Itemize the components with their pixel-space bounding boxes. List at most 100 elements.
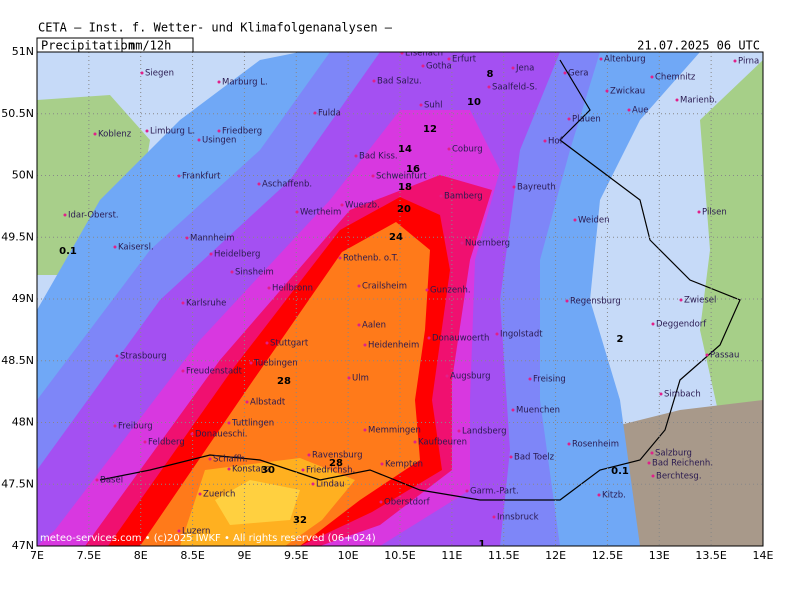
city-dot <box>198 492 202 496</box>
city-dot <box>605 89 609 93</box>
city-dot <box>511 66 515 70</box>
city-label: Rosenheim <box>572 440 619 450</box>
lon-label: 8.5E <box>180 549 204 562</box>
city-label: Kempten <box>385 460 423 470</box>
city-label: Coburg <box>452 145 483 155</box>
city-dot <box>567 442 571 446</box>
city-label: Fulda <box>318 109 341 119</box>
city-label: Pilsen <box>702 208 727 218</box>
city-dot <box>354 154 358 158</box>
city-label: Zuerich <box>203 490 235 500</box>
city-dot <box>93 132 97 136</box>
lon-label: 11E <box>441 549 462 562</box>
city-label: Ingolstadt <box>500 330 543 340</box>
city-label: Sinsheim <box>235 268 274 278</box>
city-dot <box>733 59 737 63</box>
city-dot <box>113 424 117 428</box>
city-dot <box>511 408 515 412</box>
city-dot <box>301 468 305 472</box>
city-dot <box>177 174 181 178</box>
city-dot <box>113 245 117 249</box>
city-label: Eisenach <box>405 49 443 59</box>
city-label: Crailsheim <box>362 282 407 292</box>
city-dot <box>197 138 201 142</box>
city-label: Pirna <box>738 57 759 67</box>
valid-time: 21.07.2025 06 UTC <box>637 39 760 53</box>
contour-label: 28 <box>329 458 343 469</box>
city-dot <box>140 71 144 75</box>
city-label: Innsbruck <box>497 513 539 523</box>
lon-label: 10.5E <box>384 549 415 562</box>
city-dot <box>679 298 683 302</box>
contour-label: 32 <box>293 515 307 526</box>
footer: meteo-services.com • (c)2025 IWKF • All … <box>40 533 376 544</box>
city-label: Luzern <box>182 527 210 537</box>
map-frame <box>36 51 764 547</box>
product: Precipitation <box>41 39 135 53</box>
city-dot <box>245 400 249 404</box>
city-dot <box>400 52 404 55</box>
contour-label: 20 <box>397 204 411 215</box>
city-dot <box>495 332 499 336</box>
city-dot <box>675 98 679 102</box>
city-dot <box>563 71 567 75</box>
city-label: Friedberg <box>222 127 262 137</box>
city-label: Marienb. <box>680 96 717 106</box>
city-dot <box>313 111 317 115</box>
city-label: Ravensburg <box>312 451 363 461</box>
city-dot <box>647 461 651 465</box>
city-label: Garm.-Part. <box>470 487 519 497</box>
city-label: Suhl <box>424 101 443 111</box>
city-label: Memmingen <box>368 426 421 436</box>
city-label: Deggendorf <box>656 320 707 330</box>
lon-label: 12.5E <box>592 549 623 562</box>
city-label: Bayreuth <box>517 183 556 193</box>
lon-label: 11.5E <box>488 549 519 562</box>
city-label: Passau <box>710 351 739 361</box>
city-label: Salzburg <box>655 449 692 459</box>
city-label: Basel <box>100 476 123 486</box>
city-dot <box>265 341 269 345</box>
contour-label: 2 <box>617 334 624 345</box>
city-label: Kaufbeuren <box>418 438 467 448</box>
city-dot <box>447 147 451 151</box>
lat-label: 49N <box>12 292 34 305</box>
city-dot <box>371 174 375 178</box>
contour-label: 0.1 <box>59 246 77 257</box>
city-dot <box>427 336 431 340</box>
city-label: Rothenb. o.T. <box>343 254 399 264</box>
city-dot <box>267 286 271 290</box>
city-dot <box>492 515 496 519</box>
city-label: Saalfeld-S. <box>492 83 537 93</box>
city-dot <box>413 440 417 444</box>
city-dot <box>190 432 194 436</box>
contour-label: 0.1 <box>611 466 629 477</box>
city-label: Frankfurt <box>182 172 221 182</box>
lat-label: 48.5N <box>1 354 34 367</box>
city-dot <box>338 256 342 260</box>
city-label: Schweinfurt <box>376 172 427 182</box>
city-label: Kaisersl. <box>118 243 154 253</box>
city-label: Freiburg <box>118 422 153 432</box>
city-label: Tuebingen <box>253 359 298 369</box>
contour-label: 14 <box>398 144 412 155</box>
city-label: Zwiesel <box>684 296 716 306</box>
lon-label: 13E <box>649 549 670 562</box>
city-label: Gunzenh. <box>430 286 471 296</box>
city-label: Plauen <box>572 115 601 125</box>
city-label: Augsburg <box>450 372 491 382</box>
city-dot <box>208 457 212 461</box>
city-dot <box>627 108 631 112</box>
city-label: Jena <box>515 64 534 74</box>
grid <box>37 52 763 546</box>
city-dot <box>357 323 361 327</box>
city-dot <box>421 64 425 68</box>
contour-labels: 8 10 12 14 16 18 20 24 2 28 28 30 32 0.1 0.1 1 <box>59 69 629 546</box>
city-label: Lindau <box>316 480 344 490</box>
contour-label: 28 <box>277 376 291 387</box>
city-label: Aue <box>632 106 648 116</box>
city-dot <box>115 354 119 358</box>
city-label: Idar-Oberst. <box>68 211 119 221</box>
city-label: Heidelberg <box>214 250 260 260</box>
